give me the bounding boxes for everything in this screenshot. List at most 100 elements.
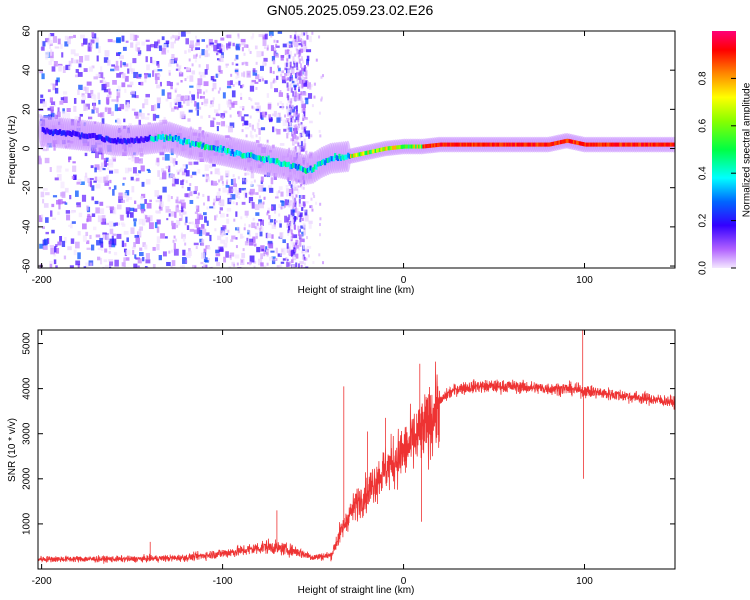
spectrogram-ridge-cell [478, 142, 482, 147]
spectrogram-cell [199, 106, 202, 110]
spectrogram-cell [121, 223, 126, 227]
spectrogram-ridge-cell [669, 142, 673, 147]
spectrogram-ridge-cell [64, 131, 67, 137]
spectrogram-cell [77, 178, 82, 185]
spectrogram-cell [199, 215, 203, 220]
spectrogram-ridge-cell [171, 136, 175, 142]
spectrogram-cell [272, 59, 276, 65]
spectrogram-cell [166, 81, 171, 86]
spectrogram-cell [287, 232, 290, 236]
spectrogram-cell [107, 59, 111, 66]
spectrogram-ridge-cell [344, 154, 347, 160]
spectrogram-cell [272, 258, 275, 262]
spectrogram-cell [185, 170, 190, 177]
spectrogram-cell [278, 92, 284, 97]
spectrogram-cell [267, 102, 272, 105]
spectrogram-cell [137, 111, 143, 117]
spectrogram-ridge-cell [56, 130, 59, 136]
spectrogram-cell [41, 73, 45, 80]
spectrogram-cell [260, 65, 264, 71]
spectrogram-cell [194, 59, 197, 63]
spectrogram-cell [290, 87, 293, 93]
spectrogram-cell [170, 196, 173, 200]
spectrogram-cell [207, 195, 210, 202]
spectrogram-marks [38, 31, 675, 268]
spectrogram-cell [303, 126, 306, 133]
spectrogram-ridge-cell [116, 137, 120, 143]
spectrogram-cell [190, 174, 193, 178]
spectrogram-ridge-cell [157, 134, 160, 140]
spectrogram-cell [271, 234, 274, 239]
spectrogram-cell [122, 177, 127, 180]
spectrogram-cell [304, 81, 308, 85]
spectrogram-cell [189, 228, 195, 232]
spectrogram-cell [45, 231, 49, 235]
spectrogram-cell [161, 168, 165, 173]
spectrogram-cell [224, 228, 227, 232]
spectrogram-cell [137, 50, 142, 55]
spectrogram-cell [160, 204, 165, 207]
spectrogram-ridge-cell [76, 131, 79, 137]
spectrogram-cell [199, 238, 203, 243]
spectrogram-cell [108, 186, 111, 190]
spectrogram-cell [288, 127, 293, 132]
spectrogram-cell [68, 157, 71, 163]
spectrogram-ridge-cell [391, 145, 395, 150]
spectrogram-cell [197, 192, 200, 196]
spectrogram-ridge-cell [45, 127, 49, 133]
spectrogram-ridge-cell [475, 142, 479, 147]
spectrogram-cell [305, 130, 311, 137]
spectrogram-cell [244, 189, 247, 193]
spectrogram-ridge-cell [584, 142, 587, 147]
spectrogram-cell [301, 206, 304, 211]
spectrogram-ridge-cell [457, 142, 460, 147]
spectrogram-ridge-cell [95, 134, 98, 140]
spectrogram-cell [198, 64, 201, 68]
spectrogram-cell [120, 214, 124, 221]
spectrogram-cell [169, 81, 173, 87]
spectrogram-cell [144, 116, 150, 120]
spectrogram-cell [248, 191, 251, 195]
spectrogram-ridge-cell [491, 142, 495, 147]
spectrogram-cell [300, 183, 303, 188]
spectrogram-cell [252, 70, 258, 76]
spectrogram-cell [292, 136, 295, 142]
spectrogram-cell [262, 188, 266, 192]
spectrogram-ridge-cell [127, 138, 130, 144]
spectrogram-cell [105, 175, 109, 180]
spectrogram-cell [116, 96, 119, 102]
spectrogram-cell [121, 240, 125, 248]
spectrogram-cell [231, 102, 235, 108]
spectrogram-cell [162, 170, 167, 177]
spectrogram-cell [239, 113, 242, 117]
spectrogram-ridge-cell [488, 142, 492, 147]
spectrogram-ridge-cell [420, 144, 424, 149]
spectrogram-cell [305, 150, 308, 155]
spectrogram-cell [165, 98, 169, 102]
spectrogram-cell [41, 226, 45, 229]
spectrogram-cell [180, 95, 185, 102]
spectrogram-y-tick-label: 60 [22, 25, 33, 37]
spectrogram-cell [174, 89, 177, 93]
spectrogram-cell [296, 184, 299, 189]
spectrogram-ridge-cell [406, 144, 409, 149]
spectrogram-cell [298, 76, 301, 80]
spectrogram-cell [49, 97, 54, 103]
spectrogram-cell [241, 62, 244, 66]
spectrogram-cell [259, 112, 263, 119]
spectrogram-ridge-cell [147, 136, 150, 142]
spectrogram-cell [147, 170, 151, 173]
spectrogram-cell [239, 233, 243, 239]
spectrogram-cell [152, 246, 156, 251]
spectrogram-frame [37, 30, 676, 269]
spectrogram-cell [298, 198, 301, 204]
spectrogram-cell [304, 257, 307, 261]
spectrogram-cell [245, 172, 250, 176]
spectrogram-ridge-cell [338, 153, 341, 159]
spectrogram-cell [255, 212, 260, 216]
spectrogram-cell [225, 251, 229, 258]
spectrogram-cell [90, 165, 94, 169]
spectrogram-ridge-cell [280, 161, 283, 167]
spectrogram-cell [292, 242, 295, 248]
spectrogram-cell [239, 116, 242, 120]
